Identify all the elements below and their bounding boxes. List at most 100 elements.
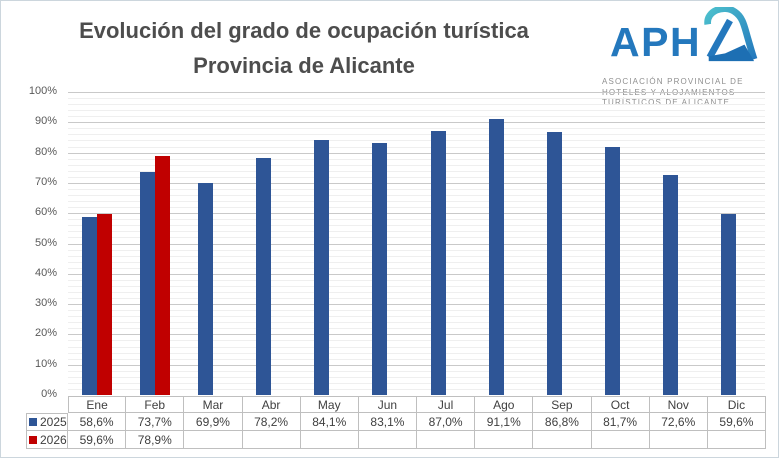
chart-title: Evolución del grado de ocupación turísti… — [21, 13, 587, 83]
chart-title-line1: Evolución del grado de ocupación turísti… — [79, 18, 529, 43]
minor-gridline — [68, 171, 765, 172]
month-header-feb: Feb — [126, 396, 185, 413]
data-table: Ene Feb Mar Abr May Jun Jul Ago Sep Oct Nov Dic 2025… — [26, 396, 766, 449]
value-2026-sep — [533, 431, 592, 449]
minor-gridline — [68, 116, 765, 117]
major-gridline — [68, 153, 765, 154]
minor-gridline — [68, 110, 765, 111]
minor-gridline — [68, 322, 765, 323]
value-2026-mar — [184, 431, 243, 449]
value-2025-ago: 91,1% — [475, 413, 534, 431]
minor-gridline — [68, 201, 765, 202]
minor-gridline — [68, 195, 765, 196]
minor-gridline — [68, 262, 765, 263]
minor-gridline — [68, 225, 765, 226]
y-axis-label-50: 50% — [34, 237, 57, 249]
minor-gridline — [68, 189, 765, 190]
value-2025-may: 84,1% — [300, 413, 359, 431]
value-2026-abr — [242, 431, 301, 449]
bar-2025-oct[interactable] — [605, 147, 620, 395]
month-header-jun: Jun — [358, 396, 417, 413]
major-gridline — [68, 334, 765, 335]
minor-gridline — [68, 383, 765, 384]
minor-gridline — [68, 359, 765, 360]
minor-gridline — [68, 328, 765, 329]
y-axis-label-60: 60% — [34, 206, 57, 218]
value-2025-oct: 81,7% — [591, 413, 650, 431]
apha-wordmark-row: APH — [598, 7, 768, 63]
month-header-ago: Ago — [475, 396, 534, 413]
y-axis-label-20: 20% — [34, 327, 57, 339]
month-header-oct: Oct — [591, 396, 650, 413]
major-gridline — [68, 304, 765, 305]
month-header-sep: Sep — [533, 396, 592, 413]
minor-gridline — [68, 207, 765, 208]
bar-2025-jul[interactable] — [431, 131, 446, 395]
bar-2025-mar[interactable] — [198, 183, 213, 395]
legend-label-2025: 2025 — [40, 415, 67, 429]
apha-subtext-line3: TURÍSTICOS DE ALICANTE — [602, 98, 730, 107]
y-axis-label-10: 10% — [34, 358, 57, 370]
bar-2025-may[interactable] — [314, 140, 329, 395]
bar-2025-dic[interactable] — [721, 214, 736, 395]
month-header-ene: Ene — [68, 396, 127, 413]
bar-2025-ago[interactable] — [489, 119, 504, 395]
y-axis-label-0: 0% — [41, 388, 57, 400]
bar-2025-sep[interactable] — [547, 132, 562, 395]
y-axis-label-40: 40% — [34, 267, 57, 279]
month-header-jul: Jul — [417, 396, 476, 413]
minor-gridline — [68, 310, 765, 311]
month-header-may: May — [300, 396, 359, 413]
minor-gridline — [68, 104, 765, 105]
minor-gridline — [68, 316, 765, 317]
bar-2025-nov[interactable] — [663, 175, 678, 395]
legend-swatch-2025 — [29, 418, 37, 426]
value-2026-ene: 59,6% — [68, 431, 127, 449]
major-gridline — [68, 274, 765, 275]
y-axis-label-100: 100% — [28, 85, 57, 97]
minor-gridline — [68, 292, 765, 293]
major-gridline — [68, 183, 765, 184]
legend-cell-2025: 2025 — [26, 413, 68, 431]
major-gridline — [68, 213, 765, 214]
minor-gridline — [68, 280, 765, 281]
bar-2026-feb[interactable] — [155, 156, 170, 395]
y-axis-label-30: 30% — [34, 297, 57, 309]
minor-gridline — [68, 371, 765, 372]
major-gridline — [68, 244, 765, 245]
value-2025-sep: 86,8% — [533, 413, 592, 431]
y-axis-label-80: 80% — [34, 146, 57, 158]
bar-2025-jun[interactable] — [372, 143, 387, 395]
minor-gridline — [68, 377, 765, 378]
bar-2025-feb[interactable] — [140, 172, 155, 395]
minor-gridline — [68, 98, 765, 99]
value-2025-ene: 58,6% — [68, 413, 127, 431]
value-2025-jul: 87,0% — [417, 413, 476, 431]
y-axis-label-90: 90% — [34, 115, 57, 127]
plot-area — [68, 92, 765, 395]
minor-gridline — [68, 389, 765, 390]
value-2025-abr: 78,2% — [242, 413, 301, 431]
value-2026-dic — [707, 431, 766, 449]
minor-gridline — [68, 159, 765, 160]
table-corner — [26, 396, 68, 413]
value-2025-jun: 83,1% — [358, 413, 417, 431]
apha-stylized-a-icon — [704, 7, 758, 62]
legend-cell-2026: 2026 — [26, 431, 68, 449]
minor-gridline — [68, 134, 765, 135]
bar-2025-ene[interactable] — [82, 217, 97, 395]
month-header-dic: Dic — [707, 396, 766, 413]
minor-gridline — [68, 147, 765, 148]
minor-gridline — [68, 250, 765, 251]
value-2026-feb: 78,9% — [126, 431, 185, 449]
minor-gridline — [68, 165, 765, 166]
minor-gridline — [68, 353, 765, 354]
value-2026-may — [300, 431, 359, 449]
minor-gridline — [68, 231, 765, 232]
bar-2026-ene[interactable] — [97, 214, 112, 395]
bar-2025-abr[interactable] — [256, 158, 271, 395]
minor-gridline — [68, 286, 765, 287]
month-header-nov: Nov — [649, 396, 708, 413]
chart-title-line2: Provincia de Alicante — [193, 53, 415, 78]
